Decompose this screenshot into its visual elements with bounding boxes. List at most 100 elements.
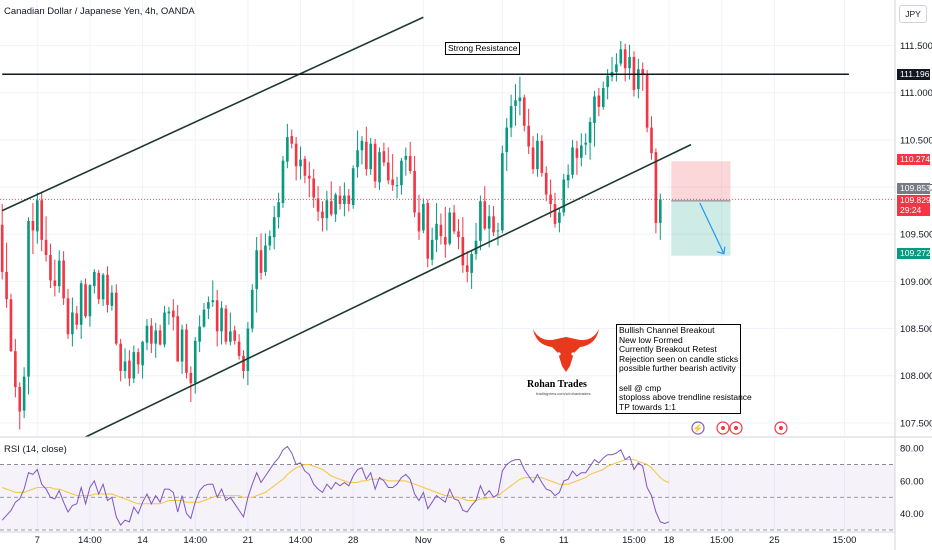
candle-body: [150, 325, 153, 344]
candle: [268, 230, 272, 251]
candle-body: [360, 140, 364, 151]
candle-body: [365, 141, 368, 170]
candle: [325, 190, 329, 231]
candle: [84, 278, 87, 319]
candle: [329, 181, 333, 217]
currency-selector[interactable]: JPY: [899, 5, 927, 23]
candle: [435, 203, 438, 253]
candle: [334, 192, 337, 222]
candle: [474, 222, 478, 260]
candle: [404, 147, 408, 176]
candle: [207, 296, 210, 320]
candle: [584, 133, 588, 155]
candle: [242, 350, 245, 379]
candle: [641, 62, 645, 91]
candle-body: [224, 308, 228, 342]
candle-body: [35, 200, 39, 232]
candle-body: [207, 302, 210, 309]
candle-body: [382, 151, 386, 163]
candle: [378, 147, 381, 190]
candle-body: [136, 352, 140, 365]
candle-body: [457, 231, 460, 238]
candle: [106, 266, 109, 313]
note-line: possible further bearish activity: [619, 363, 736, 374]
candle: [79, 280, 83, 339]
candle: [588, 117, 592, 160]
candle-body: [163, 312, 166, 345]
rsi-tick-label: 60.00: [900, 476, 924, 487]
candle: [101, 272, 105, 306]
candle-body: [553, 204, 557, 224]
candle-body: [268, 236, 272, 246]
candle-body: [321, 211, 324, 219]
candle: [369, 138, 373, 175]
x-tick-label: 18: [664, 535, 675, 546]
candle-body: [79, 283, 83, 325]
candle-body: [601, 88, 605, 107]
note-line: Currently Breakout Retest: [619, 344, 717, 355]
y-tick-label: 111.500: [900, 41, 932, 52]
candle-body: [40, 200, 43, 240]
candle: [461, 217, 465, 273]
lightning-icon[interactable]: [691, 421, 705, 435]
candle-body: [71, 312, 74, 335]
candle-body: [474, 240, 478, 255]
x-tick-label: 6: [500, 535, 505, 546]
candle-body: [97, 272, 101, 300]
candle: [53, 259, 57, 297]
event-markers[interactable]: ⚡: [691, 421, 788, 435]
candle-body: [312, 178, 316, 198]
candle: [395, 176, 399, 199]
candle-body: [391, 179, 394, 186]
candle-body: [637, 69, 640, 89]
short-position-tool[interactable]: [671, 161, 731, 256]
candle: [185, 323, 188, 379]
candle: [49, 243, 52, 288]
candle-body: [22, 376, 26, 411]
candle-body: [316, 198, 320, 212]
x-tick-label: 15:00: [833, 535, 857, 546]
rsi-tick-label: 80.00: [900, 444, 924, 455]
candle-body: [492, 216, 495, 233]
strong-resistance-label[interactable]: Strong Resistance: [445, 42, 521, 56]
candle: [35, 192, 39, 244]
candle: [62, 251, 65, 305]
candle: [386, 147, 390, 185]
candle: [601, 81, 605, 110]
candle-body: [501, 153, 504, 231]
candle-body: [422, 204, 425, 231]
candle-body: [527, 125, 530, 147]
candle-body: [14, 351, 17, 388]
candle-body: [158, 330, 162, 345]
candle-body: [27, 221, 30, 377]
candle-body: [522, 97, 526, 126]
candle-body: [237, 341, 241, 356]
candle: [417, 194, 421, 240]
note-line: Bullish Channel Breakout: [619, 325, 715, 335]
candle: [22, 367, 26, 419]
candle: [593, 90, 596, 147]
candle: [457, 219, 460, 250]
candle: [501, 145, 504, 234]
candle: [483, 186, 487, 231]
candle-body: [461, 237, 465, 266]
x-tick-label: Nov: [415, 535, 432, 546]
candle-body: [193, 340, 197, 384]
rsi-ma-line: [2, 459, 670, 505]
candle: [658, 193, 662, 240]
candle: [487, 204, 491, 248]
candle: [299, 146, 302, 180]
stop-zone: [671, 161, 731, 201]
price-badge-target: 109.272: [897, 248, 931, 259]
candle-body: [593, 96, 596, 123]
trend-lines[interactable]: [1, 16, 849, 438]
candle-body: [408, 155, 412, 172]
candle: [365, 126, 368, 176]
flag-icon-dot: [721, 426, 725, 430]
candle: [338, 186, 342, 210]
candle: [356, 130, 359, 178]
analysis-notes[interactable]: Bullish Channel Breakout New low Formed …: [616, 324, 752, 415]
candle-body: [229, 331, 232, 342]
